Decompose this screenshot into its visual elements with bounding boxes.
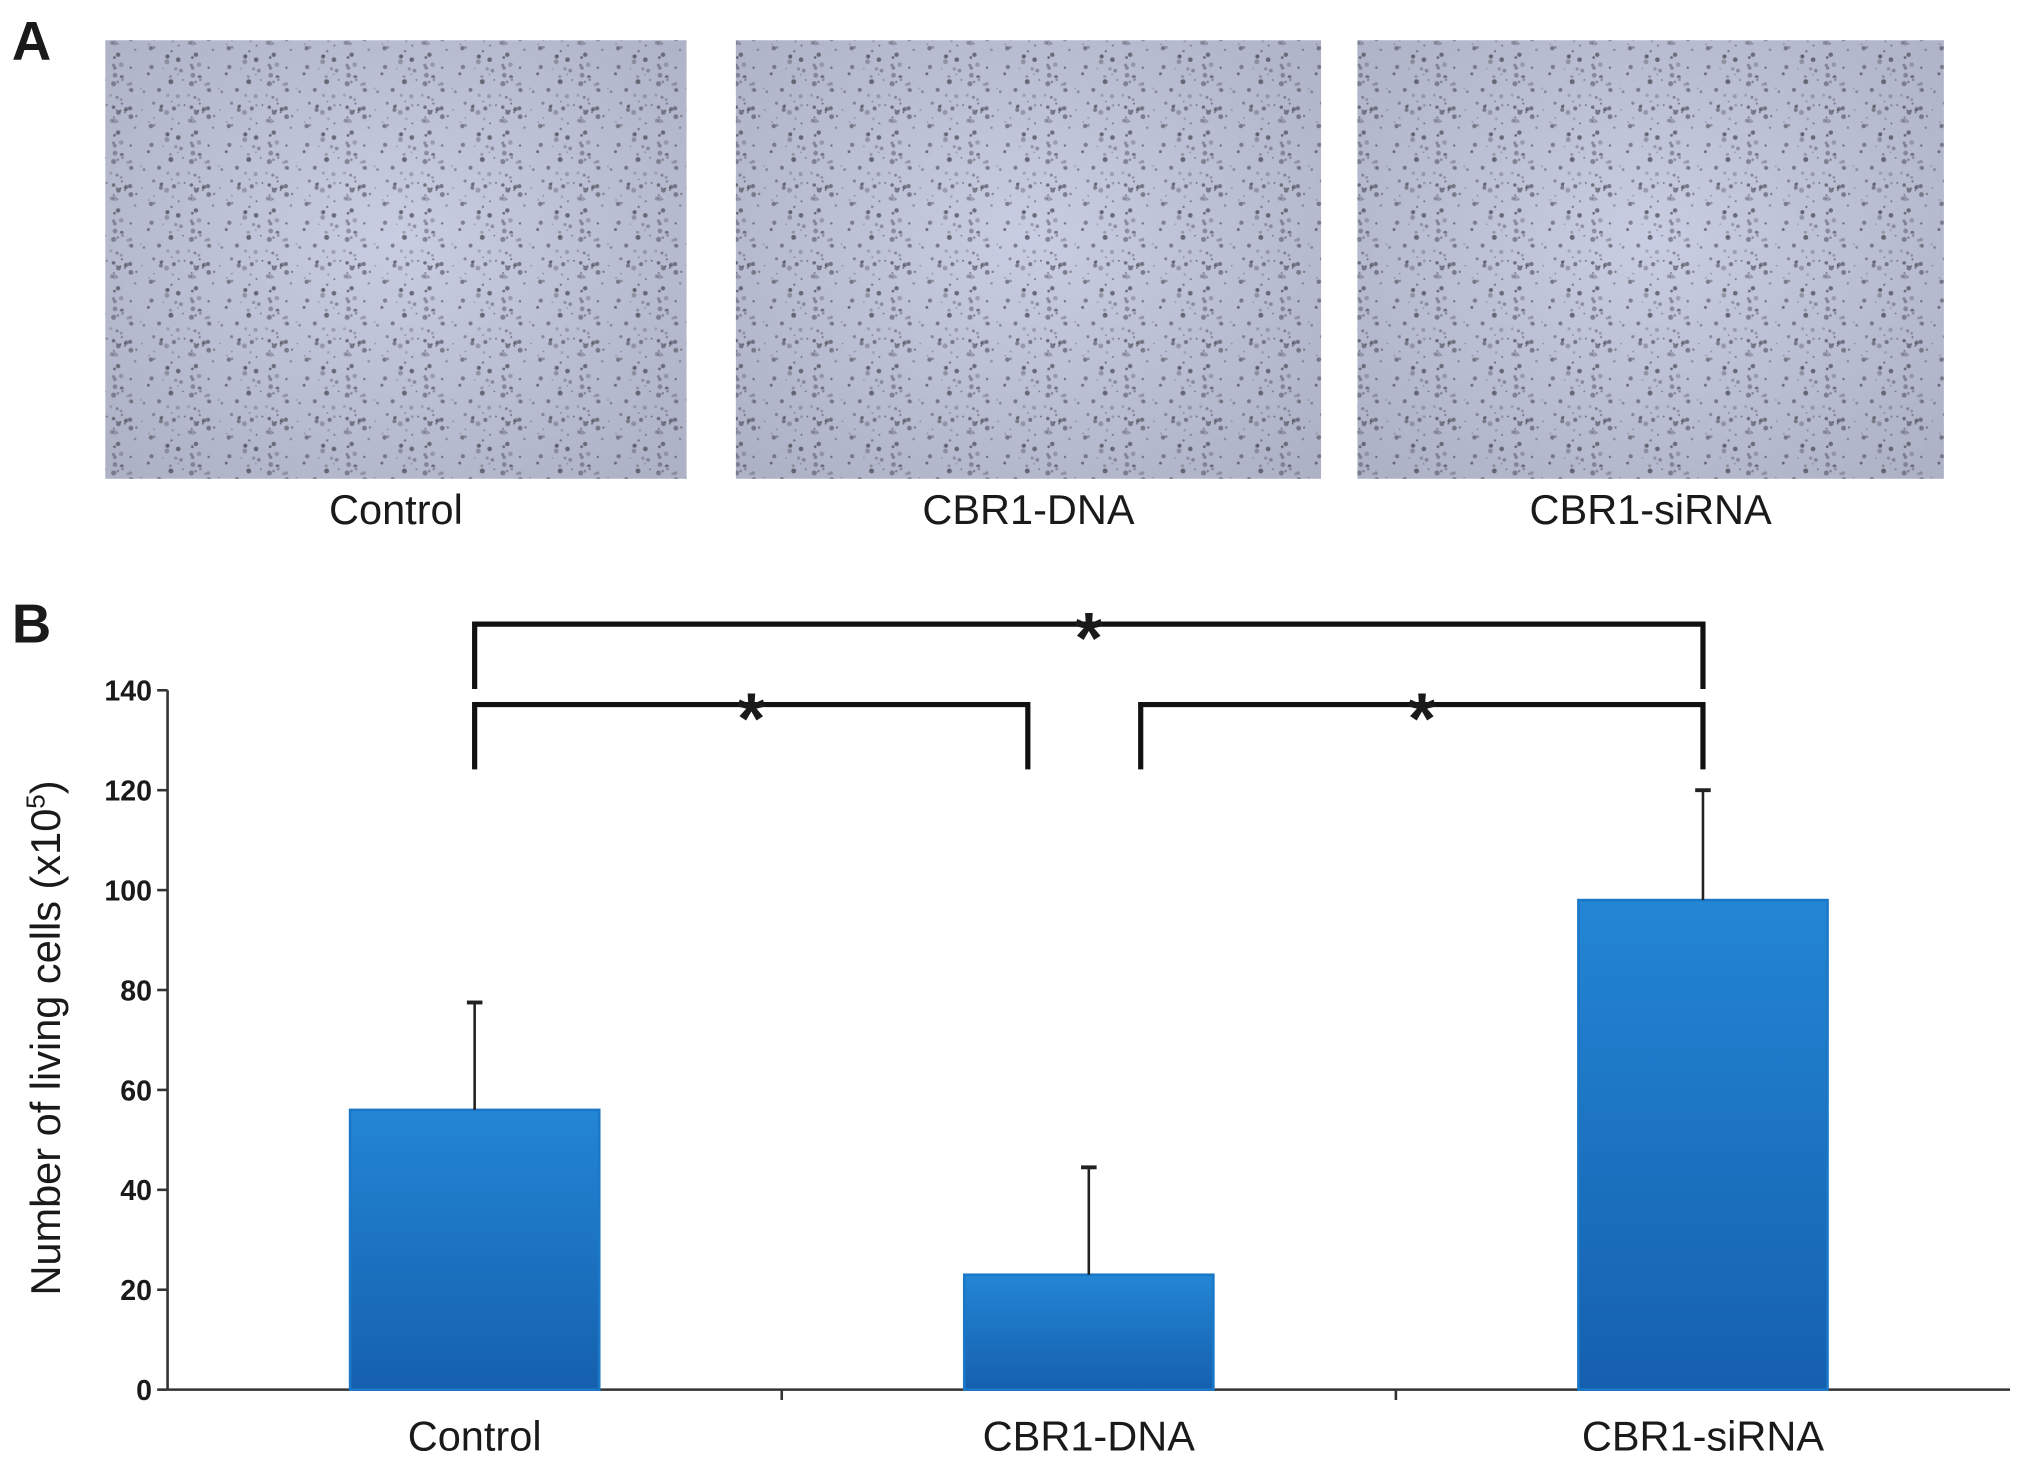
x-tick-label: Control (408, 1413, 542, 1460)
y-tick-label: 20 (120, 1275, 152, 1307)
y-tick-label: 80 (120, 975, 152, 1007)
x-tick-label: CBR1-DNA (983, 1413, 1196, 1460)
y-tick-label: 40 (120, 1175, 152, 1207)
x-tick-label: CBR1-siRNA (1582, 1413, 1825, 1460)
y-axis-label-part: Number of living cells (x10 (22, 809, 69, 1296)
micrograph-texture (1357, 40, 1944, 479)
image-caption: CBR1-DNA (922, 486, 1135, 533)
y-axis-label-part: ) (22, 780, 69, 794)
significance-bracket (472, 621, 1706, 689)
y-axis-label: Number of living cells (x105) (22, 780, 69, 1295)
y-tick-label: 120 (104, 776, 152, 808)
image-caption: CBR1-siRNA (1530, 486, 1773, 533)
significance-marker: * (1075, 598, 1104, 679)
panel-label: B (12, 593, 51, 654)
bar (962, 1273, 1215, 1391)
bar (1577, 898, 1829, 1391)
significance-bracket (1138, 701, 1706, 770)
micrograph-texture (105, 40, 687, 479)
y-tick-label: 0 (136, 1375, 152, 1407)
y-tick-label: 140 (104, 676, 152, 708)
image-caption: Control (329, 486, 463, 533)
significance-bracket (472, 701, 1031, 770)
bar (348, 1108, 601, 1391)
micrograph-texture (735, 40, 1322, 479)
y-tick-label: 100 (104, 875, 152, 907)
significance-marker: * (737, 678, 766, 759)
y-axis-label-part: 5 (22, 794, 50, 808)
panel-label: A (12, 11, 51, 72)
y-tick-label: 60 (120, 1075, 152, 1107)
significance-marker: * (1408, 678, 1437, 759)
